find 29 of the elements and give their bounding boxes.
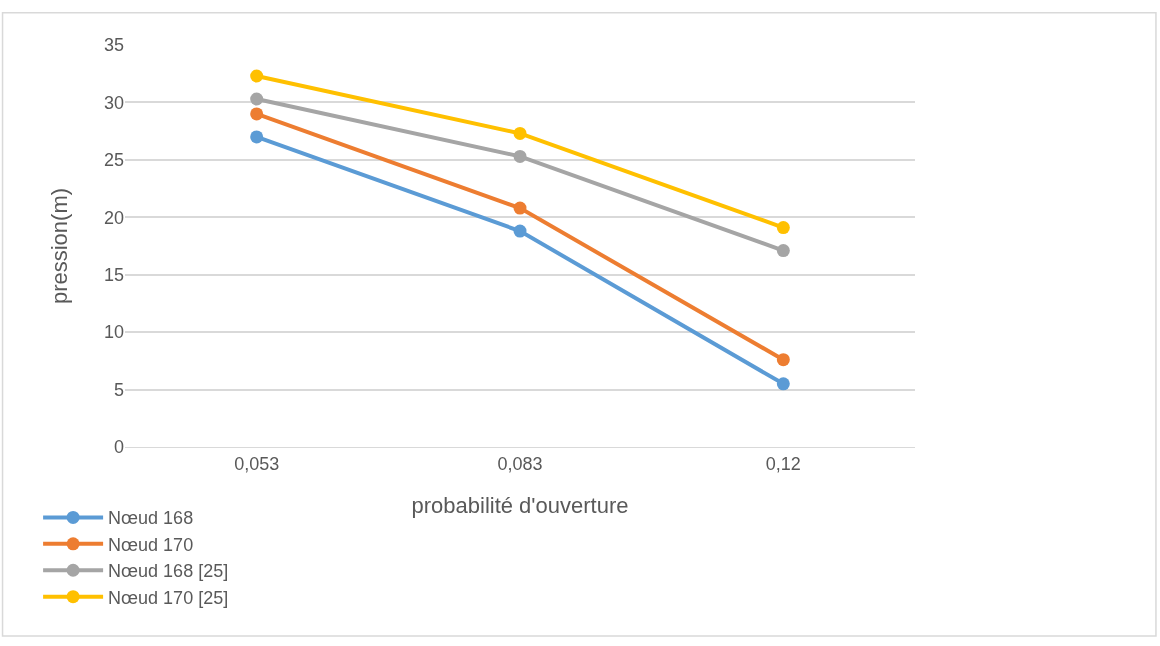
point [776, 377, 790, 391]
legend-label: Nœud 170 [108, 534, 194, 555]
y-axis-title: pression(m) [46, 187, 72, 305]
y-tick-label: 0 [113, 437, 124, 458]
y-tick-label: 25 [103, 150, 124, 171]
x-tick-label: 0,053 [234, 453, 280, 474]
point [513, 224, 527, 238]
y-tick-label: 5 [113, 379, 124, 400]
point [513, 149, 527, 163]
y-tick-label: 10 [103, 322, 124, 343]
legend-label: Nœud 168 [25] [108, 561, 229, 582]
x-tick-label: 0,12 [765, 453, 801, 474]
point [250, 92, 264, 106]
x-axis-title: probabilité d'ouverture [411, 493, 629, 519]
point [776, 353, 790, 367]
point [250, 107, 264, 121]
x-tick-label: 0,083 [497, 453, 543, 474]
point [513, 201, 527, 215]
y-tick-label: 30 [103, 92, 124, 113]
point [513, 126, 527, 140]
y-tick-label: 35 [103, 35, 124, 56]
point [776, 221, 790, 235]
legend-label: Nœud 170 [25] [108, 587, 229, 608]
point [250, 69, 264, 83]
legend-label: Nœud 168 [108, 508, 194, 529]
point [250, 130, 264, 144]
point [776, 244, 790, 258]
y-tick-label: 20 [103, 207, 124, 228]
y-tick-label: 15 [103, 265, 124, 286]
